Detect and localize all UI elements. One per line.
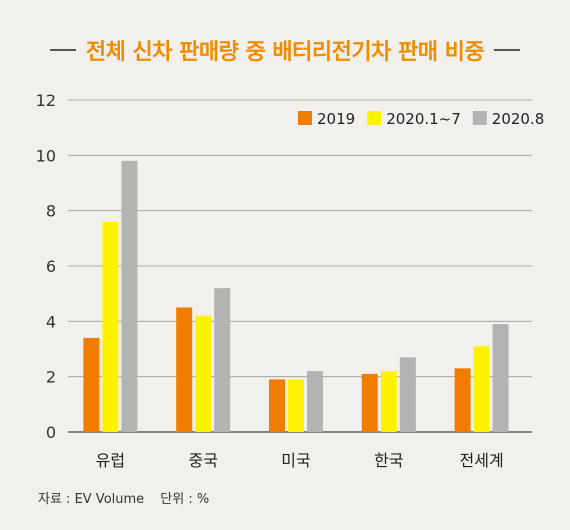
- x-tick-label: 중국: [188, 451, 217, 470]
- title-row: 전체 신차 판매량 중 배터리전기차 판매 비중: [0, 30, 570, 70]
- bar: [380, 371, 397, 432]
- x-tick-label: 한국: [374, 451, 403, 470]
- legend-label: 2019: [317, 110, 355, 128]
- source-note: 자료 : EV Volume 단위 : %: [38, 488, 221, 507]
- legend-swatch: [472, 111, 487, 125]
- y-tick-label: 10: [36, 146, 56, 165]
- bar: [121, 160, 138, 432]
- bar: [102, 221, 119, 432]
- bar-chart: 0 2 4 6 8 10 12 유럽 중국 미국 한국 전세계 2019 2020.1~7 2020.8: [36, 91, 545, 470]
- bar: [176, 307, 193, 432]
- y-tick-label: 6: [46, 257, 56, 276]
- bar: [307, 371, 323, 432]
- legend-swatch: [298, 111, 312, 125]
- x-tick-label: 전세계: [460, 451, 504, 470]
- source-label: 자료 : EV Volume: [38, 492, 145, 507]
- bar: [361, 373, 378, 432]
- bar: [288, 379, 304, 432]
- x-tick-label: 유럽: [96, 451, 125, 470]
- chart-title: 전체 신차 판매량 중 배터리전기차 판매 비중: [85, 40, 485, 65]
- bar: [269, 379, 285, 432]
- bar: [214, 288, 231, 432]
- unit-label: 단위 : %: [160, 492, 210, 507]
- bar: [473, 346, 490, 432]
- y-tick-label: 0: [46, 423, 56, 442]
- legend-label: 2020.1~7: [386, 110, 461, 128]
- title-dash-left: [49, 49, 76, 51]
- x-tick-label: 미국: [281, 451, 310, 470]
- y-tick-label: 4: [46, 312, 56, 331]
- bar: [399, 357, 416, 432]
- y-tick-label: 12: [36, 91, 56, 110]
- legend-label: 2020.8: [492, 110, 545, 128]
- bar: [83, 337, 100, 432]
- legend-swatch: [367, 111, 382, 125]
- bar: [454, 368, 471, 432]
- title-dash-right: [494, 49, 521, 51]
- bar: [195, 315, 212, 432]
- y-tick-label: 8: [46, 202, 56, 221]
- y-tick-label: 2: [46, 368, 56, 387]
- bar: [492, 324, 509, 432]
